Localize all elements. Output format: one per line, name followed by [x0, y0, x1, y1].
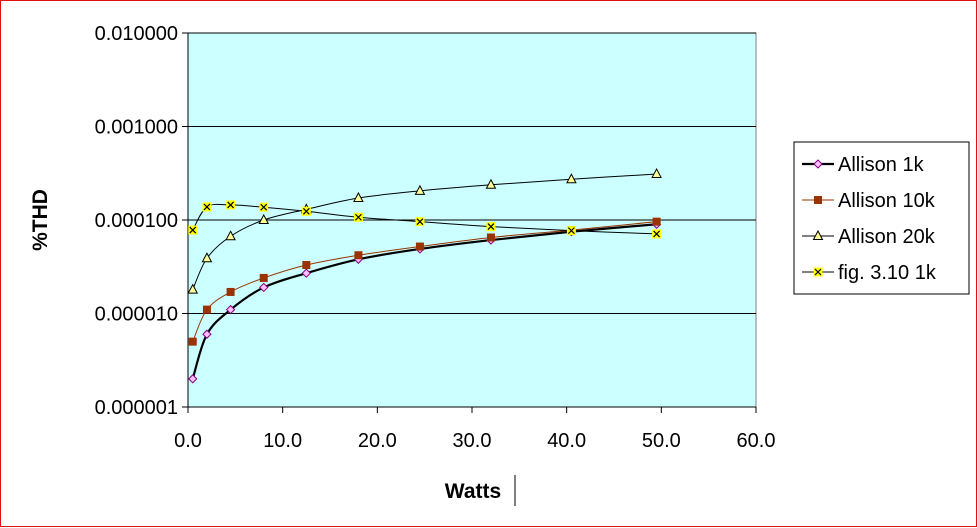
- legend-box: [793, 141, 970, 295]
- data-point-series-3: [353, 191, 364, 202]
- data-point-series-3: [566, 173, 577, 184]
- data-point-series-4: [415, 217, 425, 227]
- data-point-series-4: [566, 226, 576, 236]
- y-tick-label: 0.000010: [95, 304, 178, 326]
- y-tick-label: 0.000001: [95, 397, 178, 419]
- data-point-series-2: [226, 287, 235, 296]
- legend-label: Allison 20k: [838, 226, 936, 248]
- x-tick-label: 0.0: [174, 430, 202, 452]
- series-line-1: [191, 223, 657, 380]
- series-line-2: [192, 221, 657, 342]
- data-point-series-2: [202, 305, 211, 314]
- axes: 0.000001 0.000010 0.000100 0.001000 0.010000…: [95, 23, 776, 452]
- x-tick-label: 50.0: [642, 430, 681, 452]
- data-point-series-4: [301, 206, 311, 216]
- data-point-series-1: [301, 268, 312, 278]
- data-point-series-2: [302, 261, 311, 270]
- y-tick-label: 0.000100: [95, 210, 178, 232]
- data-markers: [187, 167, 662, 384]
- legend-label: Allison 10k: [838, 190, 936, 212]
- legend-marker: [813, 267, 823, 277]
- data-point-series-2: [354, 251, 363, 260]
- data-point-series-3: [187, 283, 199, 294]
- data-point-series-2: [415, 242, 424, 251]
- x-tick-label: 20.0: [358, 430, 397, 452]
- x-axis-title: Watts: [445, 480, 501, 503]
- y-tick-label: 0.010000: [95, 23, 178, 45]
- data-point-series-4: [259, 202, 269, 212]
- x-tick-label: 30.0: [453, 430, 492, 452]
- data-point-series-3: [651, 167, 662, 179]
- data-point-series-4: [652, 229, 662, 239]
- series-line-3: [192, 173, 657, 290]
- legend-marker: [813, 159, 823, 169]
- data-point-series-3: [258, 213, 270, 224]
- data-point-series-3: [414, 184, 426, 195]
- data-point-series-4: [226, 200, 236, 210]
- y-tick-label: 0.001000: [95, 117, 178, 139]
- data-point-series-4: [486, 222, 496, 232]
- data-point-series-1: [225, 304, 236, 315]
- legend-marker: [812, 229, 824, 240]
- legend: Allison 1k Allison 10k Allison 20k fig. 3.1…: [793, 141, 970, 295]
- data-point-series-2: [652, 217, 661, 226]
- data-point-series-3: [225, 230, 236, 241]
- legend-label: Allison 1k: [838, 154, 925, 176]
- legend-marker: [814, 196, 822, 204]
- data-point-series-4: [353, 212, 363, 222]
- data-point-series-2: [486, 233, 495, 242]
- data-point-series-3: [201, 252, 213, 263]
- data-point-series-2: [188, 337, 197, 346]
- data-point-series-3: [485, 178, 497, 189]
- legend-label: fig. 3.10 1k: [838, 262, 937, 284]
- x-tick-label: 10.0: [263, 430, 302, 452]
- y-axis-title: %THD: [29, 189, 52, 251]
- data-point-series-2: [259, 273, 268, 282]
- data-point-series-1: [259, 282, 269, 293]
- data-point-series-4: [202, 202, 212, 212]
- x-tick-label: 60.0: [737, 430, 776, 452]
- grid-lines: [188, 32, 756, 314]
- series-lines: [191, 173, 657, 380]
- x-tick-label: 40.0: [547, 430, 586, 452]
- data-point-series-4: [188, 225, 198, 235]
- data-point-series-1: [202, 329, 212, 339]
- data-point-series-1: [188, 374, 198, 384]
- series-line-4: [192, 203, 657, 235]
